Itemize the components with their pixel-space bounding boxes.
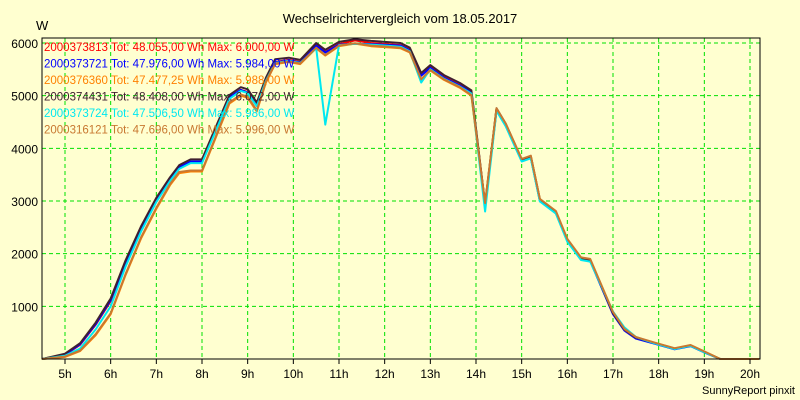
y-axis-label: W <box>36 18 49 33</box>
x-tick-label: 5h <box>58 367 71 381</box>
x-tick-label: 6h <box>104 367 117 381</box>
legend-entry-2000316121: 2000316121 Tot: 47.696,00 Wh Max: 5.996,… <box>44 125 295 137</box>
series-lines <box>41 38 760 360</box>
footer-credit: SunnyReport pinxit <box>702 385 795 397</box>
axis-ticks: 5h 6h 7h 8h 9h 10h 11h 12h 13h 14h 15h 16h 17h 18h 19h… <box>11 37 760 381</box>
x-tick-label: 10h <box>283 367 303 381</box>
x-tick-label: 7h <box>150 367 163 381</box>
y-tick-label: 4000 <box>11 142 38 156</box>
chart-title: Wechselrichtervergleich vom 18.05.2017 <box>283 11 518 26</box>
y-tick-label: 3000 <box>11 195 38 209</box>
legend-entry-2000373813: 2000373813 Tot: 48.055,00 Wh Max: 6.000,… <box>44 42 295 54</box>
plot-frame <box>41 37 761 360</box>
y-tick-label: 6000 <box>11 37 38 51</box>
series-line-2000316121 <box>42 42 760 360</box>
y-tick-label: 2000 <box>11 248 38 262</box>
legend-entry-2000376360: 2000376360 Tot: 47.477,25 Wh Max: 5.988,… <box>44 75 295 87</box>
x-tick-label: 17h <box>603 367 623 381</box>
x-tick-label: 11h <box>329 367 348 381</box>
x-tick-label: 8h <box>195 367 208 381</box>
y-tick-label: 5000 <box>11 90 38 104</box>
legend-entry-2000373721: 2000373721 Tot: 47.976,00 Wh Max: 5.984,… <box>44 59 295 71</box>
x-tick-label: 14h <box>466 367 486 381</box>
x-tick-label: 20h <box>740 367 760 381</box>
x-tick-label: 12h <box>375 367 395 381</box>
legend-entry-2000373724: 2000373724 Tot: 47.506,50 Wh Max: 5.986,… <box>44 108 295 120</box>
x-tick-label: 15h <box>512 367 532 381</box>
x-tick-label: 9h <box>241 367 254 381</box>
x-tick-label: 16h <box>557 367 577 381</box>
legend: 2000373813 Tot: 48.055,00 Wh Max: 6.000,… <box>44 42 295 137</box>
y-tick-label: 1000 <box>11 300 38 314</box>
x-tick-label: 13h <box>420 367 440 381</box>
legend-entry-2000374431: 2000374431 Tot: 48.408,00 Wh Max: 6.072,… <box>44 92 295 104</box>
x-tick-label: 19h <box>694 367 714 381</box>
x-tick-label: 18h <box>649 367 669 381</box>
